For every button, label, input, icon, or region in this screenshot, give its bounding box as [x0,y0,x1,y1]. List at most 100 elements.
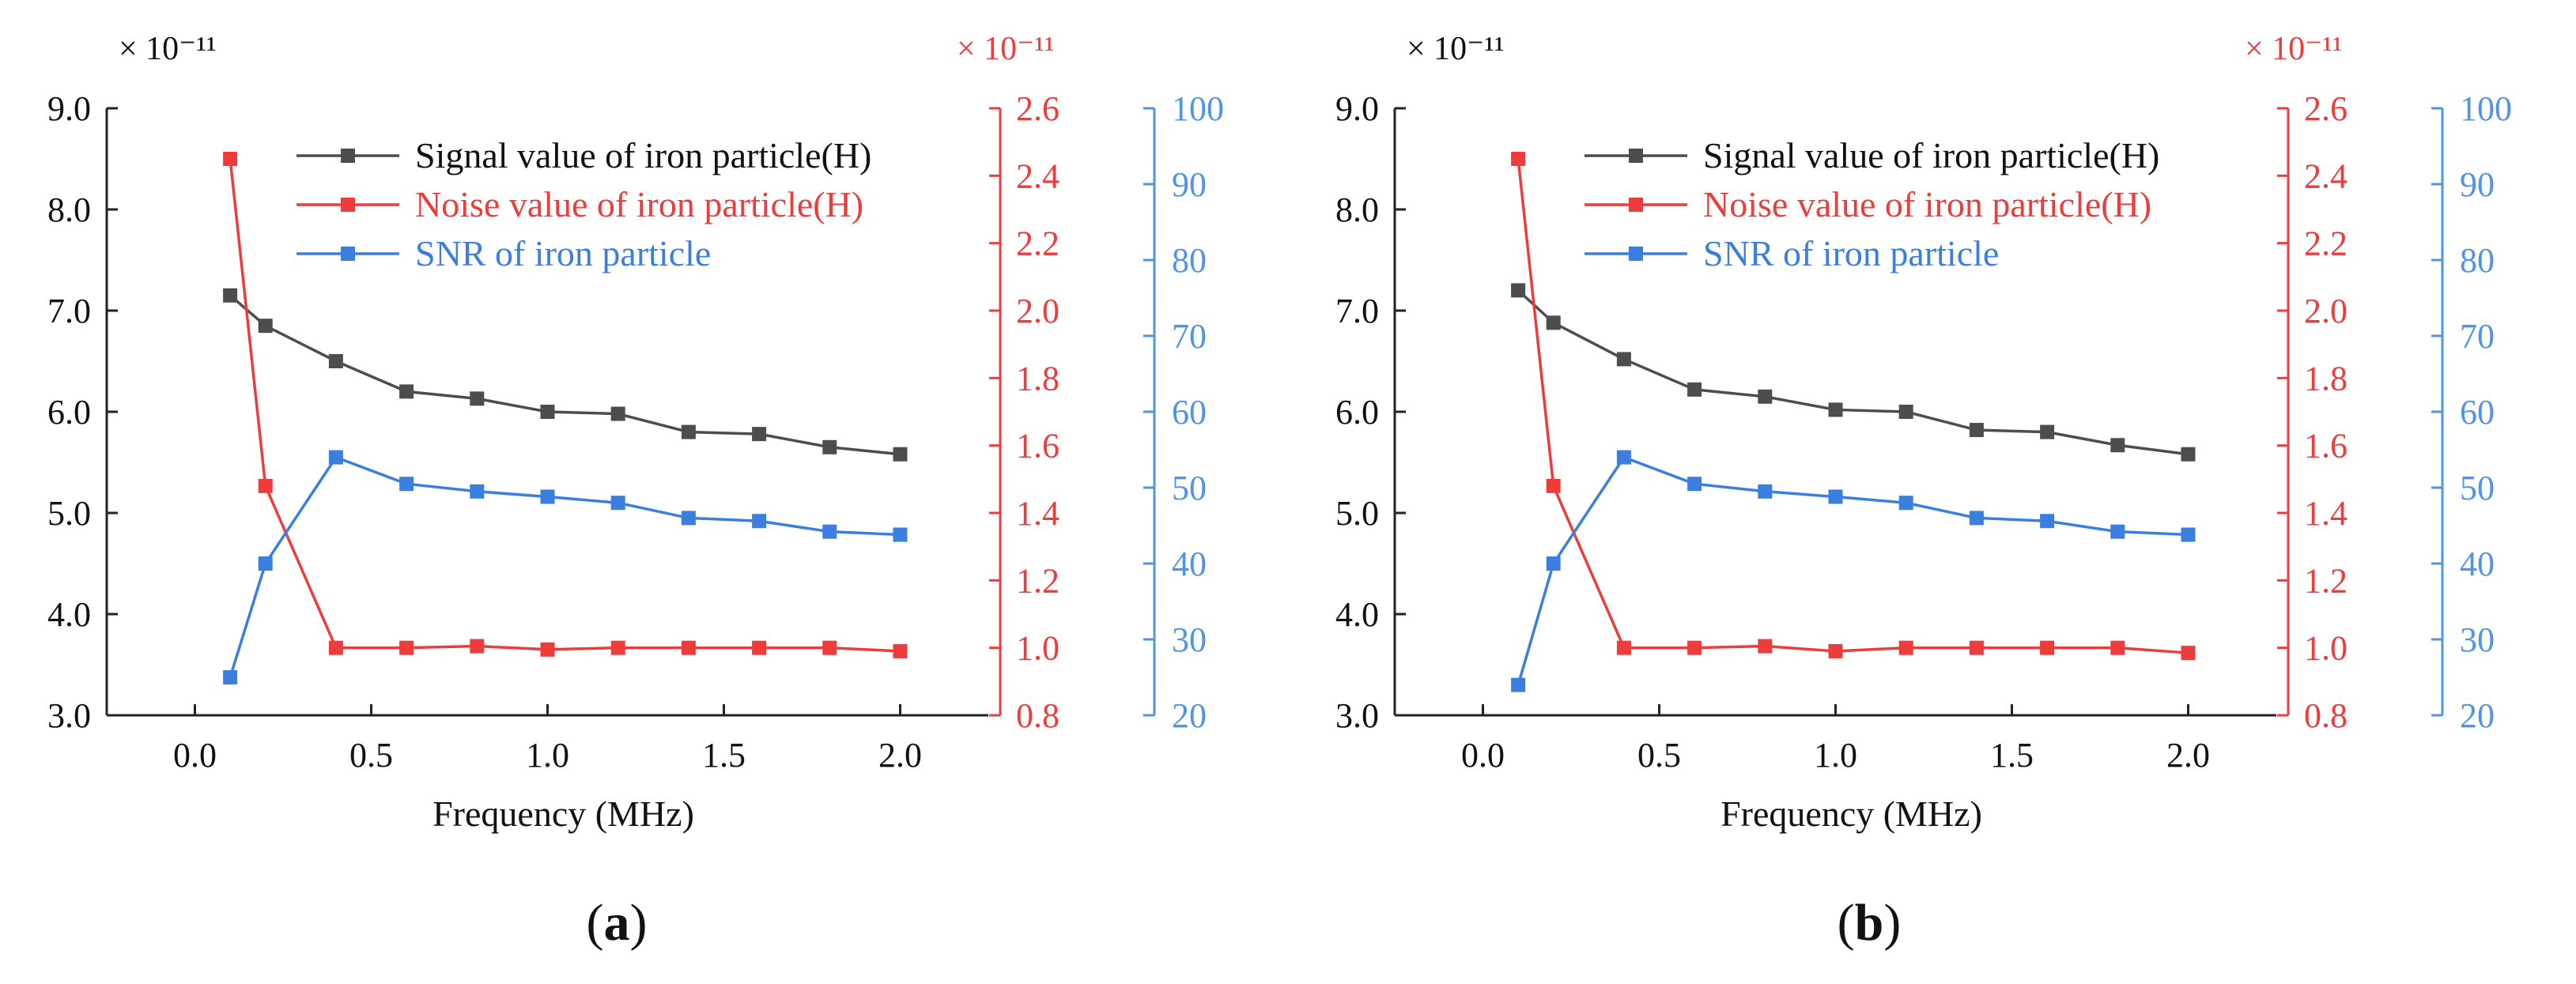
noise-series [1511,152,2196,661]
data-point [1898,405,1913,419]
legend-label: Noise value of iron particle(H) [415,184,863,224]
x-axis: 0.0 0.5 1.0 1.5 2.0 Frequency (MHz) [1395,704,2276,834]
data-point [822,640,837,655]
snr-axis-tick-label: 40 [1172,545,1207,583]
right-y-axis-noise: 0.8 1.0 1.2 1.4 1.6 1.8 2.0 2.2 2.4 2.6 × 10⁻¹¹ [957,31,1059,735]
legend: Signal value of iron particle(H) Noise va… [297,135,871,273]
data-point [2110,640,2125,655]
x-axis-tick-label: 1.5 [1990,736,2034,775]
snr-axis-tick-label: 90 [1172,165,1207,204]
signal-series [1511,283,2196,462]
noise-axis-tick-label: 2.2 [1016,224,1059,263]
data-point [470,639,485,654]
data-point [2181,447,2196,462]
caption-close-paren: ) [1883,894,1902,952]
data-point [752,427,767,442]
data-point [2040,514,2055,529]
noise-axis-tick-label: 2.6 [2304,89,2347,128]
data-point [1969,640,1984,655]
x-axis-tick-label: 0.5 [1637,736,1681,775]
caption-open-paren: ( [1837,894,1855,952]
caption-close-paren: ) [629,894,648,952]
legend-marker [341,149,355,163]
right-y-axis-snr: 20 30 40 50 60 70 80 90 100 [2431,89,2512,735]
data-point [2040,424,2055,439]
data-point [258,478,273,493]
legend-marker [1629,149,1643,163]
left-axis-tick-label: 7.0 [47,292,91,330]
noise-axis-multiplier: × 10⁻¹¹ [2245,31,2343,67]
data-point [1687,640,1702,655]
snr-series [1511,450,2196,692]
left-y-axis: 3.0 4.0 5.0 6.0 7.0 8.0 9.0 × 10⁻¹¹ [47,31,217,735]
chart-a-svg: 3.0 4.0 5.0 6.0 7.0 8.0 9.0 × 10⁻¹¹ 0.0 0.5 1.0 1.5… [47,31,1224,834]
data-point [1969,423,1984,438]
data-point [1898,496,1913,511]
legend-marker [1629,247,1643,261]
noise-axis-tick-label: 1.0 [1016,629,1059,668]
data-point [752,514,767,529]
legend-label: SNR of iron particle [1703,233,1999,273]
noise-series [223,152,908,658]
x-axis-tick-label: 2.0 [2166,736,2210,775]
snr-axis-tick-label: 50 [2460,469,2495,507]
data-point [1687,382,1702,397]
x-axis-tick-label: 1.0 [1814,736,1857,775]
legend-marker [1629,198,1643,212]
noise-axis-tick-label: 1.4 [2304,494,2347,533]
data-point [681,640,696,655]
noise-axis-tick-label: 1.2 [1016,561,1059,600]
snr-series [223,450,908,684]
data-point [1546,315,1561,330]
data-point [1758,484,1773,499]
noise-axis-multiplier: × 10⁻¹¹ [957,31,1055,67]
data-point [681,424,696,439]
data-point [1969,511,1984,526]
right-y-axis-snr: 20 30 40 50 60 70 80 90 100 [1143,89,1224,735]
noise-axis-tick-label: 2.4 [2304,156,2347,195]
data-point [1511,677,1526,692]
left-axis-tick-label: 6.0 [1335,393,1379,432]
x-axis-tick-label: 0.5 [349,736,393,775]
data-point [610,640,625,655]
data-point [258,319,273,334]
data-point [1828,643,1843,658]
legend: Signal value of iron particle(H) Noise va… [1585,135,2159,273]
signal-series [223,288,908,462]
left-y-axis: 3.0 4.0 5.0 6.0 7.0 8.0 9.0 × 10⁻¹¹ [1335,31,1505,735]
legend-label: Noise value of iron particle(H) [1703,184,2151,224]
snr-axis-tick-label: 80 [1172,241,1207,280]
data-point [1546,556,1561,571]
snr-axis-tick-label: 30 [2460,620,2495,659]
data-point [1546,478,1561,493]
data-point [893,447,908,462]
noise-axis-tick-label: 2.4 [1016,156,1059,195]
data-point [822,524,837,539]
snr-axis-tick-label: 100 [2460,89,2512,128]
legend-marker [341,198,355,212]
data-point [258,556,273,571]
noise-axis-tick-label: 2.2 [2304,224,2347,263]
data-point [540,405,555,419]
x-axis-tick-label: 0.0 [1461,736,1505,775]
data-point [610,406,625,421]
data-point [681,511,696,526]
legend-label: Signal value of iron particle(H) [1703,135,2159,175]
data-point [223,152,238,166]
data-point [2181,527,2196,542]
data-point [399,384,414,399]
data-point [1511,283,1526,298]
data-point [752,640,767,655]
data-point [822,439,837,454]
noise-axis-tick-label: 1.8 [2304,359,2347,398]
left-axis-multiplier: × 10⁻¹¹ [119,31,217,67]
data-point [2110,438,2125,453]
data-point [1898,640,1913,655]
panel-caption-a: (a) [538,893,696,953]
left-axis-tick-label: 5.0 [47,494,91,533]
x-axis-label: Frequency (MHz) [432,794,694,834]
x-axis-tick-label: 0.0 [173,736,217,775]
data-point [1616,450,1631,465]
x-axis-tick-label: 1.5 [702,736,746,775]
left-axis-multiplier: × 10⁻¹¹ [1407,31,1505,67]
